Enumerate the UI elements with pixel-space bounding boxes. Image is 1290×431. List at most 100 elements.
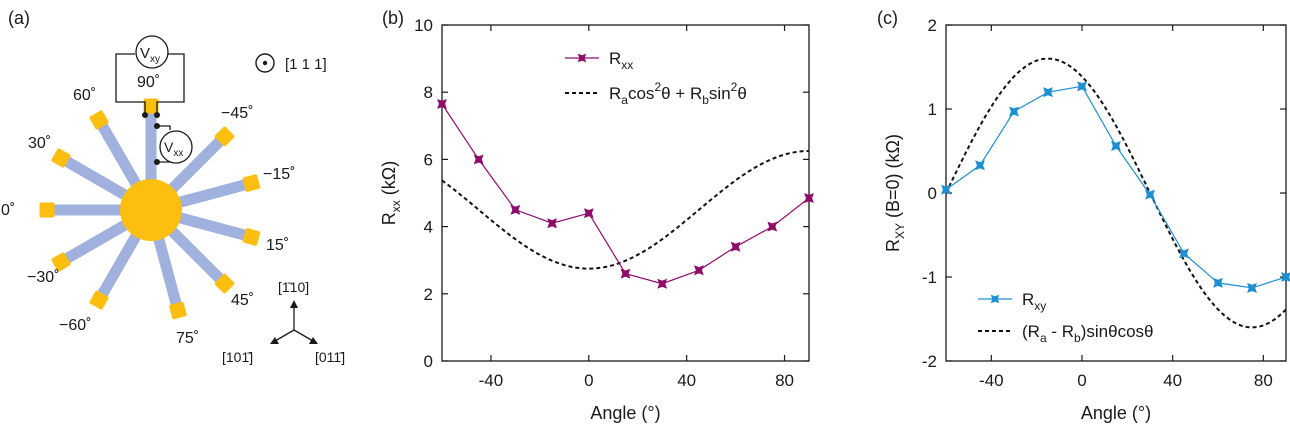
fit-curve — [946, 57, 1286, 329]
contact-pad — [214, 126, 235, 147]
contact-pad — [214, 273, 235, 294]
tspan: θ + R — [661, 84, 702, 103]
y-tick-label: -1 — [922, 268, 937, 287]
contact-dot — [154, 112, 160, 118]
x-tick-label: 80 — [775, 371, 794, 390]
device-pads — [39, 98, 261, 320]
axis-right-line — [293, 329, 314, 342]
x-tick-label: -40 — [479, 371, 504, 390]
vxx-meter — [159, 130, 193, 164]
legend-label-rxy: Rxy — [1022, 290, 1046, 313]
tspan: - R — [1047, 322, 1074, 341]
direction-111-label: [1 1 1] — [285, 56, 327, 73]
tspan: θ — [737, 84, 746, 103]
panel-label-a: (a) — [8, 8, 30, 28]
x-tick-label: 80 — [1254, 371, 1273, 390]
series-rxy-line — [945, 85, 1287, 289]
data-point — [941, 184, 951, 195]
arm-angle-label: −15˚ — [263, 166, 295, 183]
arm-angle-label: 0˚ — [1, 202, 15, 219]
data-point — [1111, 141, 1121, 151]
crystal-axes — [270, 300, 318, 344]
data-point — [437, 99, 447, 109]
data-point — [1281, 272, 1290, 282]
fit-curve-group — [946, 57, 1286, 329]
arm-angle-label: 30˚ — [28, 135, 51, 152]
data-point — [767, 221, 778, 232]
tspan: xx — [621, 58, 633, 72]
arm-angle-label: 90˚ — [137, 74, 160, 91]
hall-bar-device: 90˚ 60˚ 30˚ 0˚ −30˚ −60˚ 75˚ 45˚ 15˚ −15˚ −45˚ Vxy… — [1, 35, 345, 365]
data-point — [1145, 189, 1155, 200]
axis-right-label: [011̄] — [315, 349, 345, 365]
contact-dot — [142, 112, 148, 118]
tspan: b — [1074, 331, 1081, 345]
out-of-plane-icon — [255, 53, 275, 73]
legend-label-rxx: Rxx — [609, 49, 633, 72]
data-point — [577, 53, 587, 63]
tspan: 2 — [731, 80, 738, 94]
y-label-main: R — [379, 212, 399, 225]
contact-pad — [169, 301, 187, 320]
y-tick-label: 10 — [414, 16, 433, 35]
plot-frame — [945, 24, 1287, 362]
x-tick-label: 0 — [1077, 371, 1086, 390]
axis-right-arrow-icon — [309, 337, 318, 344]
panel-label-c: (c) — [877, 8, 898, 28]
vxy-wire-right — [156, 53, 185, 115]
y-tick-label: 2 — [928, 16, 937, 35]
arm-angle-label: −45˚ — [221, 105, 253, 122]
data-point — [1009, 106, 1019, 117]
y-label-sub: xx — [389, 200, 403, 212]
tspan: xy — [1034, 299, 1046, 313]
tspan: a — [621, 93, 628, 107]
vxy-meter — [135, 35, 169, 69]
vxx-label: Vxx — [164, 139, 183, 159]
x-tick-label: 0 — [584, 371, 593, 390]
contact-dot — [154, 159, 160, 165]
data-point — [730, 241, 741, 252]
data-point — [1077, 81, 1087, 92]
legend-label-fit: Racos2θ + Rbsin2θ — [609, 80, 747, 107]
axis-up-arrow-icon — [290, 300, 298, 308]
tspan: cos — [628, 84, 654, 103]
contact-pad — [89, 290, 109, 310]
data-point — [620, 268, 631, 279]
central-disk — [120, 179, 182, 241]
tspan: (R — [1022, 322, 1040, 341]
x-axis-label: Angle (°) — [590, 403, 660, 423]
tspan: 2 — [654, 80, 661, 94]
data-point — [657, 278, 668, 289]
contact-pad — [143, 98, 159, 114]
tspan: a — [1040, 331, 1047, 345]
arm-angle-label: 60˚ — [73, 87, 96, 104]
contact-pad — [51, 148, 71, 168]
axis-left-label: [101̄] — [222, 349, 253, 365]
y-tick-label: 8 — [424, 83, 433, 102]
tspan: R — [609, 84, 621, 103]
x-axis-label: Angle (°) — [1081, 403, 1151, 423]
y-tick-label: 0 — [424, 352, 433, 371]
contact-pad — [39, 202, 55, 218]
vxy-label: Vxy — [140, 45, 160, 65]
data-point — [804, 193, 814, 203]
vxy-wire-left — [115, 53, 146, 115]
contact-pad — [89, 110, 109, 130]
data-point — [547, 218, 557, 229]
arm-angle-label: 15˚ — [266, 237, 289, 254]
data-point — [473, 154, 484, 165]
data-point — [583, 208, 594, 219]
y-axis-label: RXY (B=0) (kΩ) — [883, 134, 907, 252]
tspan: )sinθcosθ — [1081, 322, 1154, 341]
y-label-sub: XY — [893, 223, 907, 239]
x-tick-label: 40 — [677, 371, 696, 390]
arm-angle-label: −30˚ — [27, 269, 59, 286]
vxx-wire-top — [157, 125, 171, 130]
tspan: R — [609, 49, 621, 68]
y-tick-label: -2 — [922, 352, 937, 371]
contact-pad — [51, 252, 71, 272]
arm-angle-labels: 90˚ 60˚ 30˚ 0˚ −30˚ −60˚ 75˚ 45˚ 15˚ −15˚ −45˚ — [1, 74, 295, 347]
y-tick-label: 0 — [928, 184, 937, 203]
